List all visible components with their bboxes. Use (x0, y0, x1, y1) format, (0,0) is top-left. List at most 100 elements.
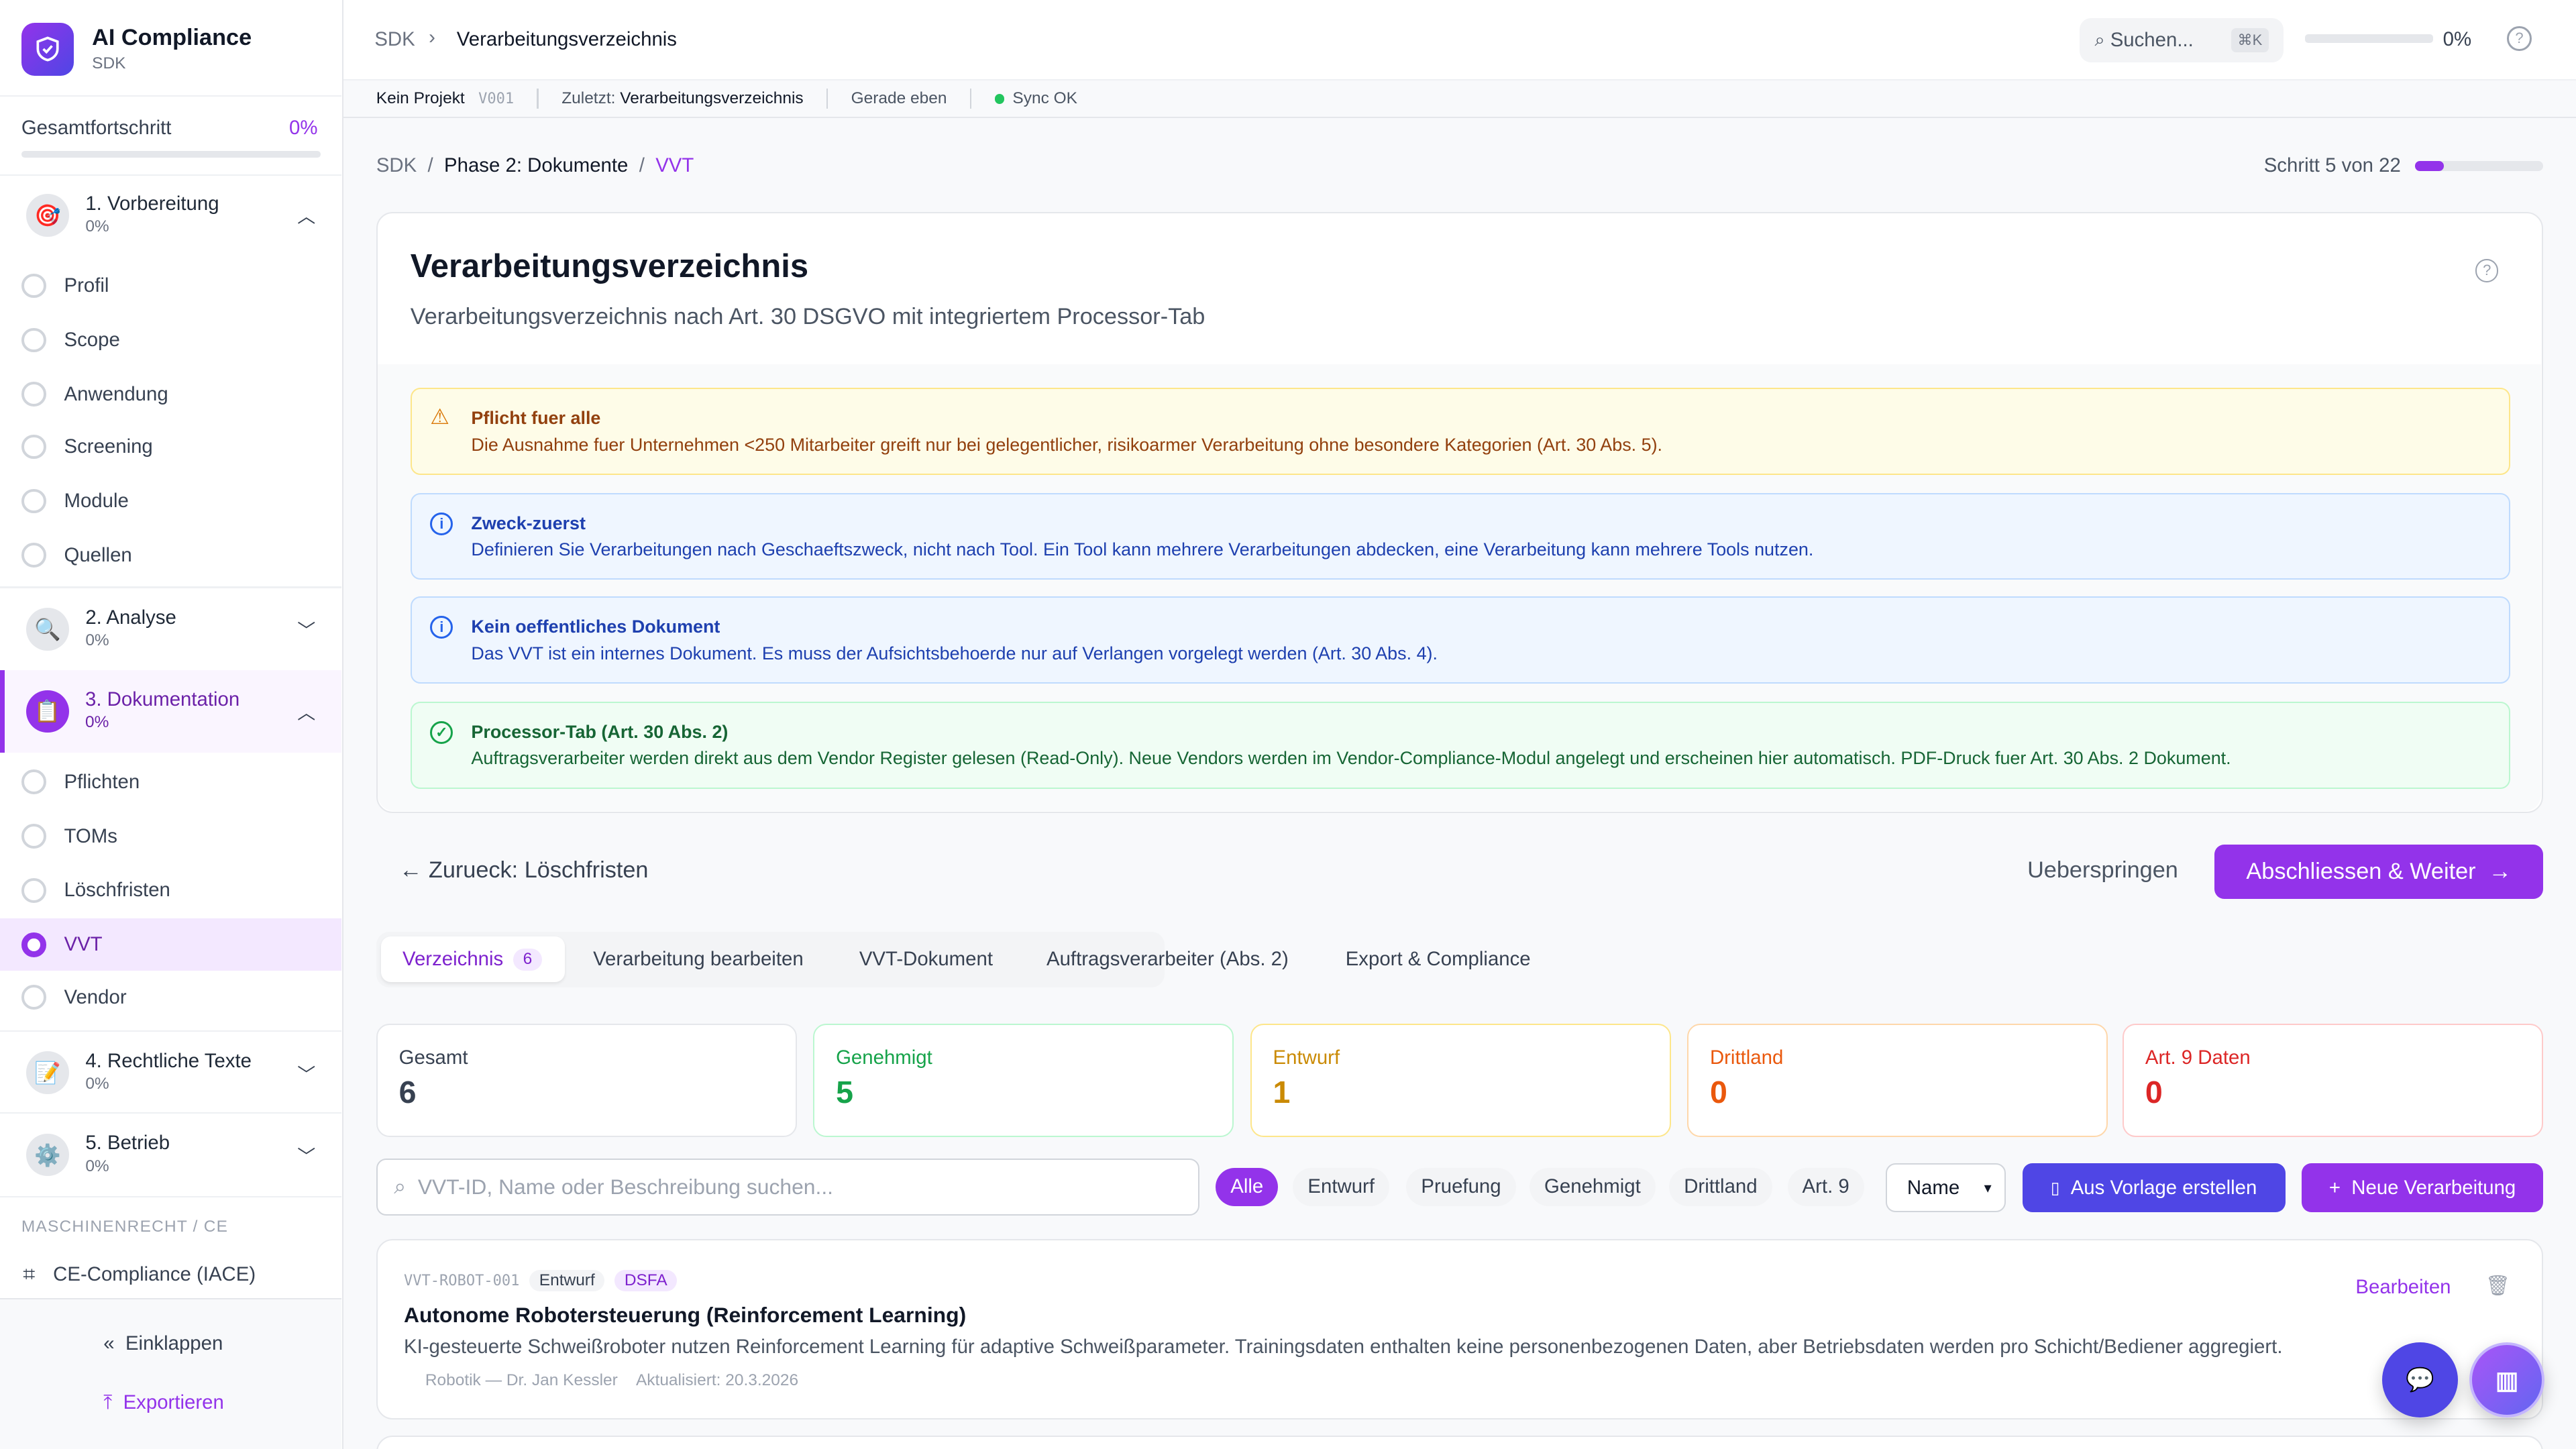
header-breadcrumb-root[interactable]: SDK (374, 28, 415, 50)
phase-analyse[interactable]: 🔍 2. Analyse 0% ﹀ (0, 588, 341, 670)
chevron-down-icon: ▾ (1984, 1179, 1992, 1196)
filter-chip-pruefung[interactable]: Pruefung (1406, 1168, 1516, 1206)
nav-item-scope[interactable]: Scope (0, 314, 341, 366)
search-placeholder: VVT-ID, Name oder Beschreibung suchen... (417, 1174, 834, 1199)
status-circle-icon (21, 488, 46, 514)
nav-item-quellen[interactable]: Quellen (0, 529, 341, 582)
filter-chip-alle[interactable]: Alle (1216, 1168, 1279, 1206)
project-label[interactable]: Kein Projekt (376, 89, 465, 108)
divider (0, 1112, 342, 1114)
help-icon[interactable]: ? (2475, 259, 2499, 282)
nav-item-loeschfristen[interactable]: Löschfristen (0, 864, 341, 916)
step-label: Schritt 5 von 22 (2263, 154, 2401, 177)
search-icon: ⌕ (394, 1174, 407, 1199)
global-search[interactable]: ⌕ Suchen... ⌘K (2080, 17, 2284, 63)
tab-auftragsverarbeiter[interactable]: Auftragsverarbeiter (Abs. 2) (1046, 948, 1289, 971)
help-icon[interactable]: ? (2507, 26, 2532, 51)
nav-item-toms[interactable]: TOMs (0, 810, 341, 862)
shield-check-icon (21, 23, 74, 76)
filter-chip-art9[interactable]: Art. 9 (1787, 1168, 1864, 1206)
nav-item-vendor[interactable]: Vendor (0, 971, 341, 1023)
breadcrumb-item[interactable]: SDK (376, 154, 417, 177)
dsfa-badge: DSFA (614, 1269, 678, 1292)
sync-dot-icon (994, 93, 1005, 104)
nav-item-vvt[interactable]: VVT (0, 918, 342, 971)
status-circle-icon (21, 543, 46, 568)
nav-item-anwendung[interactable]: Anwendung (0, 368, 341, 421)
complete-next-button[interactable]: Abschliessen & Weiter → (2214, 844, 2544, 899)
phase-dokumentation[interactable]: 📋 3. Dokumentation 0% ︿ (0, 670, 342, 753)
tab-vvt-dokument[interactable]: VVT-Dokument (859, 948, 993, 971)
status-circle-icon (21, 824, 46, 849)
tab-export-compliance[interactable]: Export & Compliance (1345, 948, 1531, 971)
filter-chip-genehmigt[interactable]: Genehmigt (1529, 1168, 1656, 1206)
stat-value: 5 (836, 1074, 853, 1110)
tab-verarbeitung-bearbeiten[interactable]: Verarbeitung bearbeiten (593, 948, 804, 971)
chat-bubble-icon: 💬 (2406, 1367, 2434, 1393)
filter-chip-drittland[interactable]: Drittland (1669, 1168, 1772, 1206)
header-breadcrumb-current: Verarbeitungsverzeichnis (456, 28, 677, 50)
chevron-up-icon: ︿ (297, 207, 316, 227)
record-card[interactable] (376, 1436, 2544, 1449)
status-circle-icon (21, 877, 46, 903)
info-icon: i (430, 615, 453, 639)
chat-button[interactable]: 💬 (2382, 1342, 2458, 1418)
phase-vorbereitung[interactable]: 🎯 1. Vorbereitung 0% ︿ (0, 174, 341, 256)
stat-genehmigt: Genehmigt 5 (813, 1023, 1234, 1137)
back-button[interactable]: ← Zurueck: Löschfristen (399, 857, 648, 883)
sort-select[interactable]: Name ▾ (1886, 1163, 2006, 1213)
alert-success: ✓ Processor-Tab (Art. 30 Abs. 2) Auftragsv… (411, 701, 2511, 789)
alert-info: i Zweck-zuerst Definieren Sie Verarbeitung… (411, 492, 2511, 580)
status-circle-icon (21, 932, 46, 957)
trash-icon[interactable]: 🗑 (2485, 1274, 2511, 1297)
status-circle-icon (21, 273, 46, 299)
export-button[interactable]: ⤒ Exportieren (103, 1391, 224, 1414)
collapse-button[interactable]: « Einklappen (103, 1332, 223, 1355)
alert-warning: ⚠ Pflicht fuer alle Die Ausnahme fuer Unte… (411, 387, 2511, 475)
template-button[interactable]: ▯ Aus Vorlage erstellen (2022, 1163, 2286, 1213)
alert-title: Kein oeffentliches Dokument (471, 616, 720, 637)
nav-item-pflichten[interactable]: Pflichten (0, 756, 341, 808)
warning-icon: ⚠ (430, 404, 449, 429)
nav-item-screening[interactable]: Screening (0, 421, 341, 473)
nav-item-label: Scope (64, 328, 120, 351)
chevron-down-icon: ﹀ (297, 1146, 316, 1167)
back-label: Zurueck: Löschfristen (428, 857, 649, 883)
app-sub: SDK (92, 54, 126, 72)
nav-item-ce-compliance[interactable]: ⌗ CE-Compliance (IACE) (0, 1248, 341, 1301)
nav-item-label: VVT (64, 933, 103, 956)
divider (0, 174, 342, 176)
stat-label: Entwurf (1273, 1046, 1340, 1069)
nav-item-module[interactable]: Module (0, 475, 341, 527)
tab-count-badge: 6 (513, 948, 542, 971)
stat-art9: Art. 9 Daten 0 (2123, 1023, 2544, 1137)
phase-betrieb[interactable]: ⚙️ 5. Betrieb 0% ﹀ (0, 1114, 341, 1195)
record-card[interactable]: VVT-ROBOT-001 Entwurf DSFA Autonome Robo… (376, 1238, 2544, 1419)
section-label: MASCHINENRECHT / CE (21, 1217, 229, 1236)
tab-verzeichnis[interactable]: Verzeichnis 6 (381, 936, 566, 983)
nav-item-label: Anwendung (64, 382, 168, 405)
stat-value: 0 (2145, 1074, 2163, 1110)
record-title: Autonome Robotersteuerung (Reinforcement… (403, 1302, 967, 1327)
breadcrumb-item[interactable]: Phase 2: Dokumente (444, 154, 629, 177)
nav-item-label: Löschfristen (64, 879, 170, 902)
new-record-button[interactable]: + Neue Verarbeitung (2302, 1163, 2544, 1213)
chevron-right-icon: › (429, 26, 435, 49)
phase-label: 3. Dokumentation (85, 688, 240, 711)
phase-rechtliche-texte[interactable]: 📝 4. Rechtliche Texte 0% ﹀ (0, 1032, 341, 1114)
step-progress-fill (2415, 161, 2445, 171)
edit-button[interactable]: Bearbeiten (2355, 1276, 2451, 1299)
record-search-input[interactable]: ⌕ VVT-ID, Name oder Beschreibung suchen.… (376, 1158, 1199, 1216)
memo-icon: 📝 (26, 1051, 69, 1095)
skip-button[interactable]: Ueberspringen (2027, 857, 2178, 883)
tab-label: Verzeichnis (402, 948, 504, 971)
stat-label: Art. 9 Daten (2145, 1046, 2251, 1069)
divider (0, 586, 342, 588)
filter-chip-entwurf[interactable]: Entwurf (1293, 1168, 1390, 1206)
nav-item-profil[interactable]: Profil (0, 260, 341, 312)
collapse-label: Einklappen (125, 1332, 223, 1354)
columns-button[interactable]: ▥ (2469, 1342, 2545, 1418)
stat-entwurf: Entwurf 1 (1250, 1023, 1671, 1137)
shortcut-badge: ⌘K (2231, 28, 2269, 52)
record-description: KI-gesteuerte Schweißroboter nutzen Rein… (403, 1335, 2283, 1358)
